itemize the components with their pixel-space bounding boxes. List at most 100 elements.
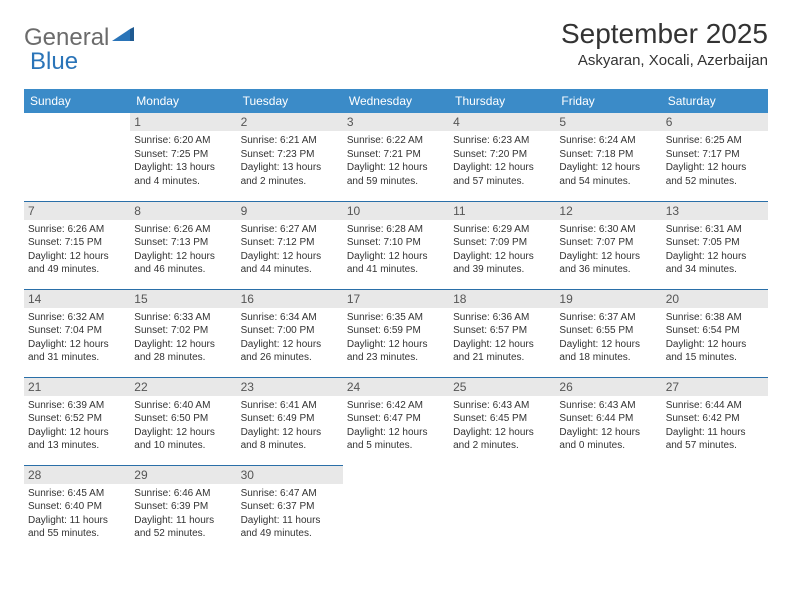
sunset-text: Sunset: 7:13 PM: [134, 236, 232, 250]
day-number: 2: [237, 113, 343, 131]
sunset-text: Sunset: 7:20 PM: [453, 148, 551, 162]
calendar-day-cell: 17Sunrise: 6:35 AMSunset: 6:59 PMDayligh…: [343, 289, 449, 377]
calendar-day-cell: 8Sunrise: 6:26 AMSunset: 7:13 PMDaylight…: [130, 201, 236, 289]
calendar-day-cell: 20Sunrise: 6:38 AMSunset: 6:54 PMDayligh…: [662, 289, 768, 377]
sunrise-text: Sunrise: 6:47 AM: [241, 487, 339, 501]
daylight-text: Daylight: 13 hours and 2 minutes.: [241, 161, 339, 188]
sunset-text: Sunset: 7:25 PM: [134, 148, 232, 162]
title-block: September 2025 Askyaran, Xocali, Azerbai…: [561, 18, 768, 69]
calendar-day-cell: 14 Sunrise: 6:32 AMSunset: 7:04 PMDayligh…: [24, 289, 130, 377]
sunset-text: Sunset: 6:50 PM: [134, 412, 232, 426]
sunrise-text: Sunrise: 6:31 AM: [666, 223, 764, 237]
sunset-text: Sunset: 7:10 PM: [347, 236, 445, 250]
sunrise-text: Sunrise: 6:33 AM: [134, 311, 232, 325]
sunrise-text: Sunrise: 6:41 AM: [241, 399, 339, 413]
sunset-text: Sunset: 6:57 PM: [453, 324, 551, 338]
day-info: Sunrise: 6:26 AMSunset: 7:15 PMDaylight:…: [28, 223, 126, 277]
sunset-text: Sunset: 7:18 PM: [559, 148, 657, 162]
sunset-text: Sunset: 6:40 PM: [28, 500, 126, 514]
calendar-day-cell: 12Sunrise: 6:30 AMSunset: 7:07 PMDayligh…: [555, 201, 661, 289]
calendar-body: 1Sunrise: 6:20 AMSunset: 7:25 PMDaylight…: [24, 113, 768, 553]
sunrise-text: Sunrise: 6:43 AM: [453, 399, 551, 413]
calendar-day-cell: 11Sunrise: 6:29 AMSunset: 7:09 PMDayligh…: [449, 201, 555, 289]
daylight-text: Daylight: 12 hours and 0 minutes.: [559, 426, 657, 453]
daylight-text: Daylight: 12 hours and 8 minutes.: [241, 426, 339, 453]
daylight-text: Daylight: 12 hours and 39 minutes.: [453, 250, 551, 277]
day-info: Sunrise: 6:32 AMSunset: 7:04 PMDaylight:…: [28, 311, 126, 365]
calendar-day-cell: 21Sunrise: 6:39 AMSunset: 6:52 PMDayligh…: [24, 377, 130, 465]
sunset-text: Sunset: 6:59 PM: [347, 324, 445, 338]
day-number: 8: [130, 202, 236, 220]
calendar-week-row: 7 Sunrise: 6:26 AMSunset: 7:15 PMDaylight…: [24, 201, 768, 289]
day-number: 15: [130, 290, 236, 308]
day-info: Sunrise: 6:36 AMSunset: 6:57 PMDaylight:…: [453, 311, 551, 365]
sunrise-text: Sunrise: 6:25 AM: [666, 134, 764, 148]
day-info: Sunrise: 6:25 AMSunset: 7:17 PMDaylight:…: [666, 134, 764, 188]
calendar-day-cell: [343, 465, 449, 553]
daylight-text: Daylight: 12 hours and 10 minutes.: [134, 426, 232, 453]
calendar-table: SundayMondayTuesdayWednesdayThursdayFrid…: [24, 89, 768, 553]
sunset-text: Sunset: 7:12 PM: [241, 236, 339, 250]
calendar-day-cell: 29Sunrise: 6:46 AMSunset: 6:39 PMDayligh…: [130, 465, 236, 553]
day-info: Sunrise: 6:39 AMSunset: 6:52 PMDaylight:…: [28, 399, 126, 453]
calendar-day-cell: 28Sunrise: 6:45 AMSunset: 6:40 PMDayligh…: [24, 465, 130, 553]
calendar-day-cell: 13Sunrise: 6:31 AMSunset: 7:05 PMDayligh…: [662, 201, 768, 289]
logo-subtext-wrap: Blue: [30, 48, 78, 76]
calendar-day-cell: 30Sunrise: 6:47 AMSunset: 6:37 PMDayligh…: [237, 465, 343, 553]
sunrise-text: Sunrise: 6:34 AM: [241, 311, 339, 325]
sunset-text: Sunset: 6:47 PM: [347, 412, 445, 426]
weekday-header: Monday: [130, 89, 236, 113]
daylight-text: Daylight: 12 hours and 28 minutes.: [134, 338, 232, 365]
day-number: 13: [662, 202, 768, 220]
calendar-day-cell: 24Sunrise: 6:42 AMSunset: 6:47 PMDayligh…: [343, 377, 449, 465]
calendar-day-cell: 16 Sunrise: 6:34 AMSunset: 7:00 PMDayligh…: [237, 289, 343, 377]
day-number: 14: [24, 290, 130, 308]
day-info: Sunrise: 6:24 AMSunset: 7:18 PMDaylight:…: [559, 134, 657, 188]
daylight-text: Daylight: 12 hours and 5 minutes.: [347, 426, 445, 453]
calendar-week-row: 14 Sunrise: 6:32 AMSunset: 7:04 PMDayligh…: [24, 289, 768, 377]
calendar-week-row: 21Sunrise: 6:39 AMSunset: 6:52 PMDayligh…: [24, 377, 768, 465]
sunset-text: Sunset: 7:17 PM: [666, 148, 764, 162]
sunset-text: Sunset: 7:05 PM: [666, 236, 764, 250]
sunset-text: Sunset: 7:07 PM: [559, 236, 657, 250]
calendar-day-cell: [24, 113, 130, 201]
sunset-text: Sunset: 6:49 PM: [241, 412, 339, 426]
sunset-text: Sunset: 7:09 PM: [453, 236, 551, 250]
day-number: 4: [449, 113, 555, 131]
logo-triangle-icon: [112, 27, 134, 43]
calendar-day-cell: 6Sunrise: 6:25 AMSunset: 7:17 PMDaylight…: [662, 113, 768, 201]
page: General September 2025 Askyaran, Xocali,…: [0, 0, 792, 571]
sunrise-text: Sunrise: 6:32 AM: [28, 311, 126, 325]
daylight-text: Daylight: 11 hours and 55 minutes.: [28, 514, 126, 541]
calendar-day-cell: [449, 465, 555, 553]
day-info: Sunrise: 6:44 AMSunset: 6:42 PMDaylight:…: [666, 399, 764, 453]
sunrise-text: Sunrise: 6:30 AM: [559, 223, 657, 237]
day-number: 24: [343, 378, 449, 396]
sunrise-text: Sunrise: 6:27 AM: [241, 223, 339, 237]
day-info: Sunrise: 6:37 AMSunset: 6:55 PMDaylight:…: [559, 311, 657, 365]
day-number: 28: [24, 466, 130, 484]
day-info: Sunrise: 6:27 AMSunset: 7:12 PMDaylight:…: [241, 223, 339, 277]
daylight-text: Daylight: 12 hours and 44 minutes.: [241, 250, 339, 277]
day-number: 3: [343, 113, 449, 131]
daylight-text: Daylight: 12 hours and 15 minutes.: [666, 338, 764, 365]
day-number: 7: [24, 202, 130, 220]
sunrise-text: Sunrise: 6:28 AM: [347, 223, 445, 237]
sunrise-text: Sunrise: 6:26 AM: [28, 223, 126, 237]
daylight-text: Daylight: 11 hours and 57 minutes.: [666, 426, 764, 453]
sunset-text: Sunset: 7:23 PM: [241, 148, 339, 162]
day-info: Sunrise: 6:20 AMSunset: 7:25 PMDaylight:…: [134, 134, 232, 188]
day-info: Sunrise: 6:33 AMSunset: 7:02 PMDaylight:…: [134, 311, 232, 365]
day-info: Sunrise: 6:43 AMSunset: 6:45 PMDaylight:…: [453, 399, 551, 453]
sunrise-text: Sunrise: 6:38 AM: [666, 311, 764, 325]
day-info: Sunrise: 6:34 AMSunset: 7:00 PMDaylight:…: [241, 311, 339, 365]
day-info: Sunrise: 6:46 AMSunset: 6:39 PMDaylight:…: [134, 487, 232, 541]
day-number: 16: [237, 290, 343, 308]
day-number: 30: [237, 466, 343, 484]
header: General September 2025 Askyaran, Xocali,…: [24, 18, 768, 69]
weekday-header: Friday: [555, 89, 661, 113]
day-number: 11: [449, 202, 555, 220]
day-number: 26: [555, 378, 661, 396]
calendar-day-cell: 23Sunrise: 6:41 AMSunset: 6:49 PMDayligh…: [237, 377, 343, 465]
sunset-text: Sunset: 7:00 PM: [241, 324, 339, 338]
